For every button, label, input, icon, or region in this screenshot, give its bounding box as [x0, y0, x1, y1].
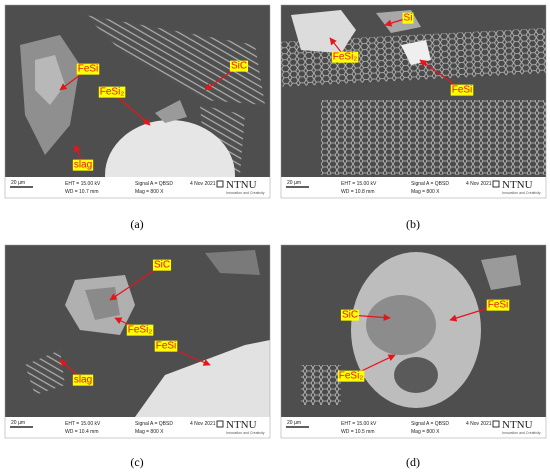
- date: 4 Nov 2021: [190, 181, 216, 187]
- panel: 20 µm EHT = 15.00 kV WD = 10.5 mm Signal A …: [280, 244, 547, 439]
- frame: [280, 4, 547, 199]
- signal: Signal A = QBSD: [411, 421, 449, 427]
- mag: Mag = 800 X: [135, 429, 164, 435]
- phase: [135, 340, 270, 417]
- logo-mark: [216, 180, 224, 188]
- label-box: [450, 84, 474, 96]
- label-box: [152, 259, 172, 271]
- label: slag: [74, 375, 92, 386]
- signal: Signal A = QBSD: [411, 181, 449, 187]
- mag: Mag = 800 X: [411, 189, 440, 195]
- info-bar: [5, 177, 270, 198]
- caption: (b): [406, 217, 420, 231]
- eht: EHT = 15.00 kV: [341, 181, 377, 187]
- wd: WD = 10.8 mm: [341, 189, 374, 195]
- phase: [394, 357, 438, 393]
- caption: (c): [130, 455, 143, 469]
- label: FeSi: [78, 64, 99, 75]
- texture: [301, 365, 341, 405]
- eht: EHT = 15.00 kV: [65, 181, 101, 187]
- date: 4 Nov 2021: [466, 421, 492, 427]
- scale-label: 20 µm: [287, 180, 301, 186]
- logo: NTNU: [502, 179, 533, 191]
- info-bar: [281, 177, 546, 198]
- logo: NTNU: [502, 419, 533, 431]
- tagline: Innovation and Creativity: [226, 431, 265, 435]
- label-box: [126, 324, 154, 336]
- micrograph: [5, 5, 270, 177]
- date: 4 Nov 2021: [190, 421, 216, 427]
- logo-mark: [492, 420, 500, 428]
- signal: Signal A = QBSD: [135, 421, 173, 427]
- label-box: [229, 60, 249, 72]
- info-bar: [5, 417, 270, 438]
- label: FeSi₂: [100, 87, 125, 98]
- phase: [205, 250, 260, 275]
- phase: [366, 295, 436, 355]
- eht: EHT = 15.00 kV: [65, 421, 101, 427]
- tagline: Innovation and Creativity: [226, 191, 265, 195]
- phase: [155, 100, 187, 123]
- micrograph: [281, 245, 546, 417]
- arrow: [109, 264, 163, 301]
- wd: WD = 10.4 mm: [65, 429, 98, 435]
- signal: Signal A = QBSD: [135, 181, 173, 187]
- frame: [4, 244, 271, 439]
- label-box: [76, 63, 100, 75]
- tagline: Innovation and Creativity: [502, 191, 541, 195]
- label: FeSi₂: [339, 371, 364, 382]
- label-box: [486, 299, 510, 311]
- label: FeSi₂: [128, 325, 153, 336]
- label: SiC: [342, 310, 358, 321]
- logo: NTNU: [226, 419, 257, 431]
- caption: (d): [406, 455, 420, 469]
- label: FeSi: [156, 341, 177, 352]
- frame: [4, 4, 271, 199]
- texture: [85, 15, 265, 105]
- phase: [35, 55, 65, 105]
- label: FeSi₂: [333, 52, 358, 63]
- label-box: [154, 340, 178, 352]
- date: 4 Nov 2021: [466, 181, 492, 187]
- label-box: [72, 374, 94, 386]
- label: slag: [74, 160, 92, 171]
- info-bar: [281, 417, 546, 438]
- frame: [280, 244, 547, 439]
- label: Si: [404, 13, 413, 24]
- label-box: [98, 86, 126, 98]
- scale-label: 20 µm: [287, 420, 301, 426]
- wd: WD = 10.5 mm: [341, 429, 374, 435]
- logo-mark: [492, 180, 500, 188]
- mag: Mag = 800 X: [411, 429, 440, 435]
- panel: 20 µm EHT = 15.00 kV WD = 10.8 mm Signal A …: [280, 4, 547, 199]
- phase: [105, 120, 235, 177]
- label: SiC: [231, 61, 247, 72]
- label: SiC: [154, 260, 170, 271]
- caption: (a): [130, 217, 143, 231]
- scale-label: 20 µm: [11, 420, 25, 426]
- logo: NTNU: [226, 179, 257, 191]
- wd: WD = 10.7 mm: [65, 189, 98, 195]
- mag: Mag = 800 X: [135, 189, 164, 195]
- phase: [401, 40, 431, 65]
- label-box: [331, 51, 359, 63]
- phase: [291, 10, 356, 53]
- phase: [481, 255, 521, 290]
- tagline: Innovation and Creativity: [502, 431, 541, 435]
- scale-label: 20 µm: [11, 180, 25, 186]
- micrograph: [281, 5, 546, 177]
- label-box: [72, 159, 94, 171]
- panel: 20 µm EHT = 15.00 kV WD = 10.4 mm Signal A …: [4, 244, 271, 439]
- label: FeSi: [488, 300, 509, 311]
- texture: [321, 100, 546, 175]
- panel: 20 µm EHT = 15.00 kV WD = 10.7 mm Signal A …: [4, 4, 271, 199]
- logo-mark: [216, 420, 224, 428]
- label-box: [402, 12, 414, 24]
- texture: [25, 350, 65, 395]
- eht: EHT = 15.00 kV: [341, 421, 377, 427]
- label-box: [337, 370, 365, 382]
- label-box: [340, 309, 360, 321]
- label: FeSi: [452, 85, 473, 96]
